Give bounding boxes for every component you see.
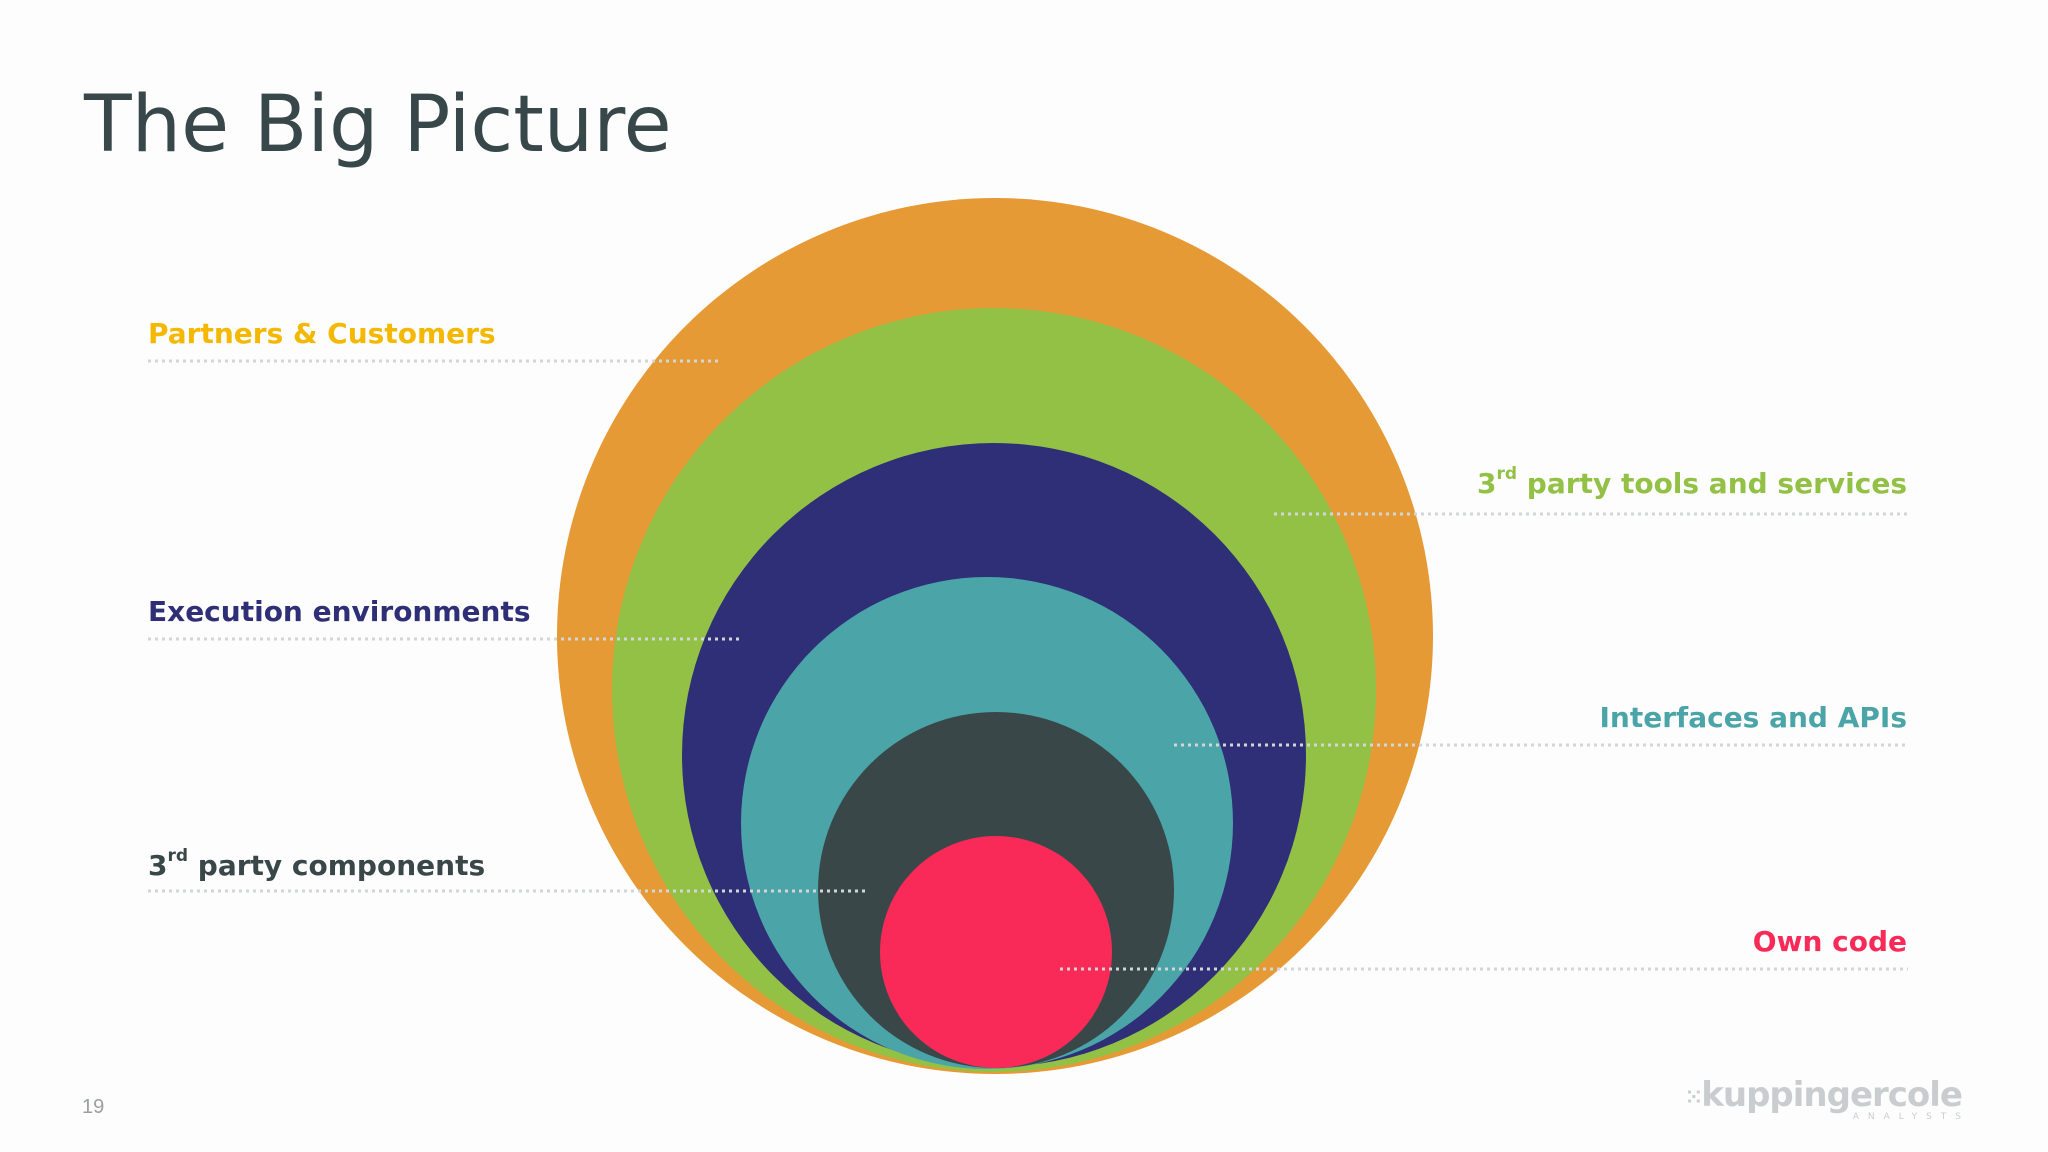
label-tools-sup: rd xyxy=(1496,464,1518,484)
label-components-rest: party components xyxy=(188,849,486,882)
label-components-sup: rd xyxy=(167,846,189,866)
page-title: The Big Picture xyxy=(84,80,672,170)
label-tools-rest: party tools and services xyxy=(1517,467,1907,500)
label-own-code: Own code xyxy=(1752,925,1907,958)
label-third-party-tools: 3rd party tools and services xyxy=(1477,466,1907,500)
label-interfaces-apis: Interfaces and APIs xyxy=(1599,701,1907,734)
company-logo: ⁙kuppingercole ANALYSTS xyxy=(1685,1075,1963,1122)
label-execution-environments: Execution environments xyxy=(148,595,531,628)
page-number: 19 xyxy=(82,1096,105,1118)
label-components-prefix: 3 xyxy=(148,849,168,882)
logo-subtitle: ANALYSTS xyxy=(1852,1112,1970,1122)
logo-dots-icon: ⁙ xyxy=(1685,1084,1702,1109)
logo-wordmark: kuppingercole xyxy=(1701,1075,1963,1115)
label-tools-prefix: 3 xyxy=(1477,467,1497,500)
circle-own-code xyxy=(880,836,1112,1068)
label-partners-customers: Partners & Customers xyxy=(148,317,496,350)
label-third-party-components: 3rd party components xyxy=(148,848,486,882)
